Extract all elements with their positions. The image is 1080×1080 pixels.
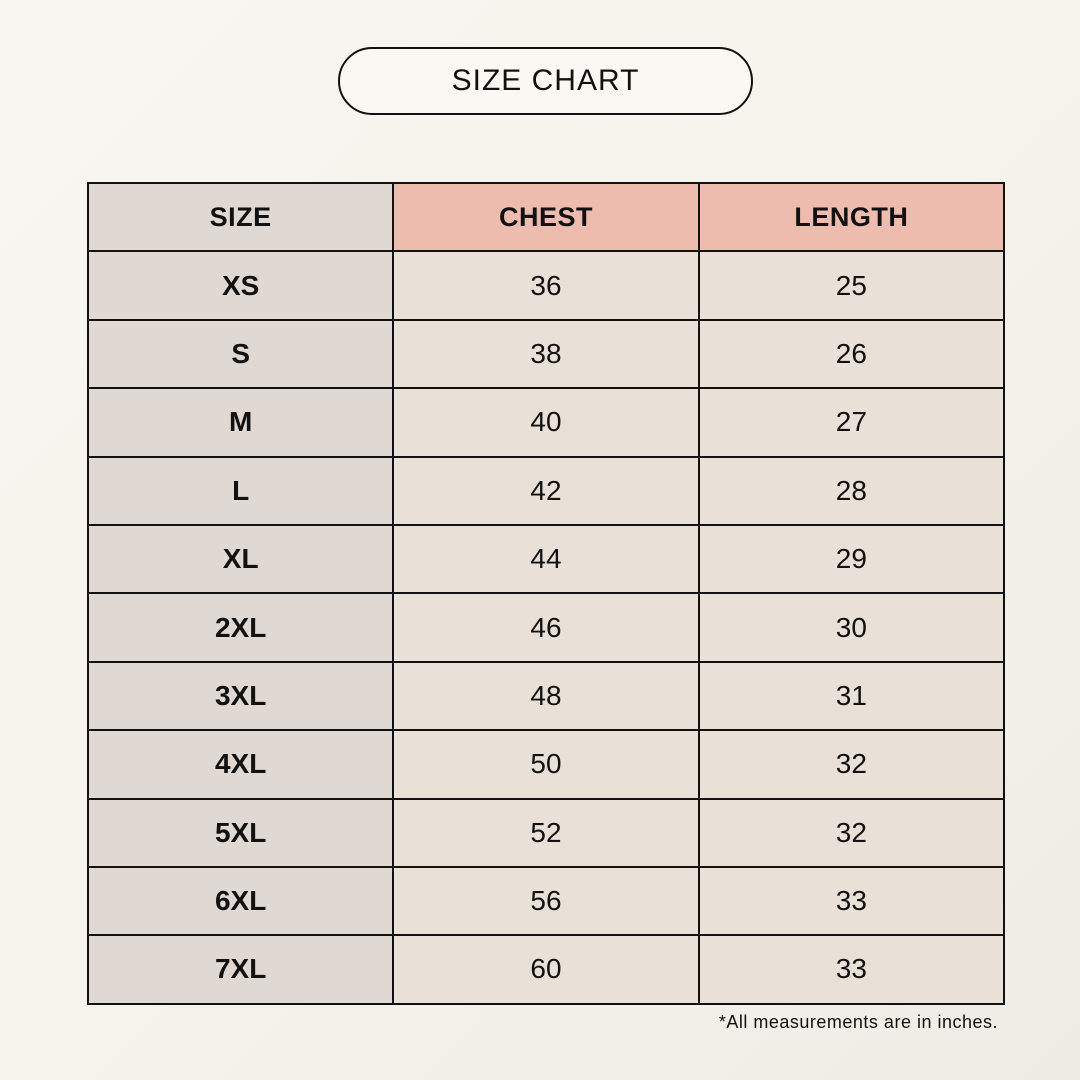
size-cell: XS <box>86 250 395 321</box>
footnote: *All measurements are in inches. <box>718 1012 998 1032</box>
chest-cell: 44 <box>392 523 700 595</box>
length-cell: 33 <box>697 865 1006 937</box>
chest-cell: 40 <box>392 387 700 458</box>
chest-cell: 36 <box>392 250 700 321</box>
length-cell: 32 <box>697 729 1006 800</box>
table-row: 3XL 48 31 <box>86 660 1006 732</box>
size-cell: S <box>86 318 395 390</box>
table-row: XL 44 29 <box>86 523 1006 595</box>
size-cell: 3XL <box>86 660 395 732</box>
length-cell: 27 <box>697 387 1006 458</box>
size-cell: M <box>86 387 395 458</box>
table-row: 4XL 50 32 <box>86 729 1006 800</box>
length-cell: 31 <box>697 660 1006 732</box>
chest-cell: 42 <box>392 455 700 526</box>
chest-cell: 38 <box>392 318 700 390</box>
header-length: LENGTH <box>697 181 1006 253</box>
size-chart-title: SIZE CHART <box>338 47 753 115</box>
header-chest: CHEST <box>392 181 700 253</box>
chest-cell: 52 <box>392 797 700 868</box>
table-row: M 40 27 <box>86 387 1006 458</box>
table-row: L 42 28 <box>86 455 1006 526</box>
size-cell: 5XL <box>86 797 395 868</box>
chest-cell: 56 <box>392 865 700 937</box>
table-row: 5XL 52 32 <box>86 797 1006 868</box>
length-cell: 33 <box>697 934 1006 1005</box>
chest-cell: 60 <box>392 934 700 1005</box>
size-cell: 2XL <box>86 592 395 663</box>
size-cell: 4XL <box>86 729 395 800</box>
length-cell: 25 <box>697 250 1006 321</box>
header-row: SIZE CHEST LENGTH <box>86 181 1006 253</box>
length-cell: 29 <box>697 523 1006 595</box>
table-row: 6XL 56 33 <box>86 865 1006 937</box>
size-cell: XL <box>86 523 395 595</box>
table-row: 2XL 46 30 <box>86 592 1006 663</box>
chest-cell: 50 <box>392 729 700 800</box>
table-row: 7XL 60 33 <box>86 934 1006 1005</box>
chest-cell: 48 <box>392 660 700 732</box>
table-row: S 38 26 <box>86 318 1006 390</box>
size-cell: 7XL <box>86 934 395 1005</box>
size-cell: 6XL <box>86 865 395 937</box>
header-size: SIZE <box>86 181 395 253</box>
length-cell: 32 <box>697 797 1006 868</box>
length-cell: 28 <box>697 455 1006 526</box>
length-cell: 26 <box>697 318 1006 390</box>
chest-cell: 46 <box>392 592 700 663</box>
size-table: SIZE CHEST LENGTH XS 36 25 S 38 26 M 40 27 L 42 28 X… <box>86 181 1006 1005</box>
size-cell: L <box>86 455 395 526</box>
table-row: XS 36 25 <box>86 250 1006 321</box>
length-cell: 30 <box>697 592 1006 663</box>
